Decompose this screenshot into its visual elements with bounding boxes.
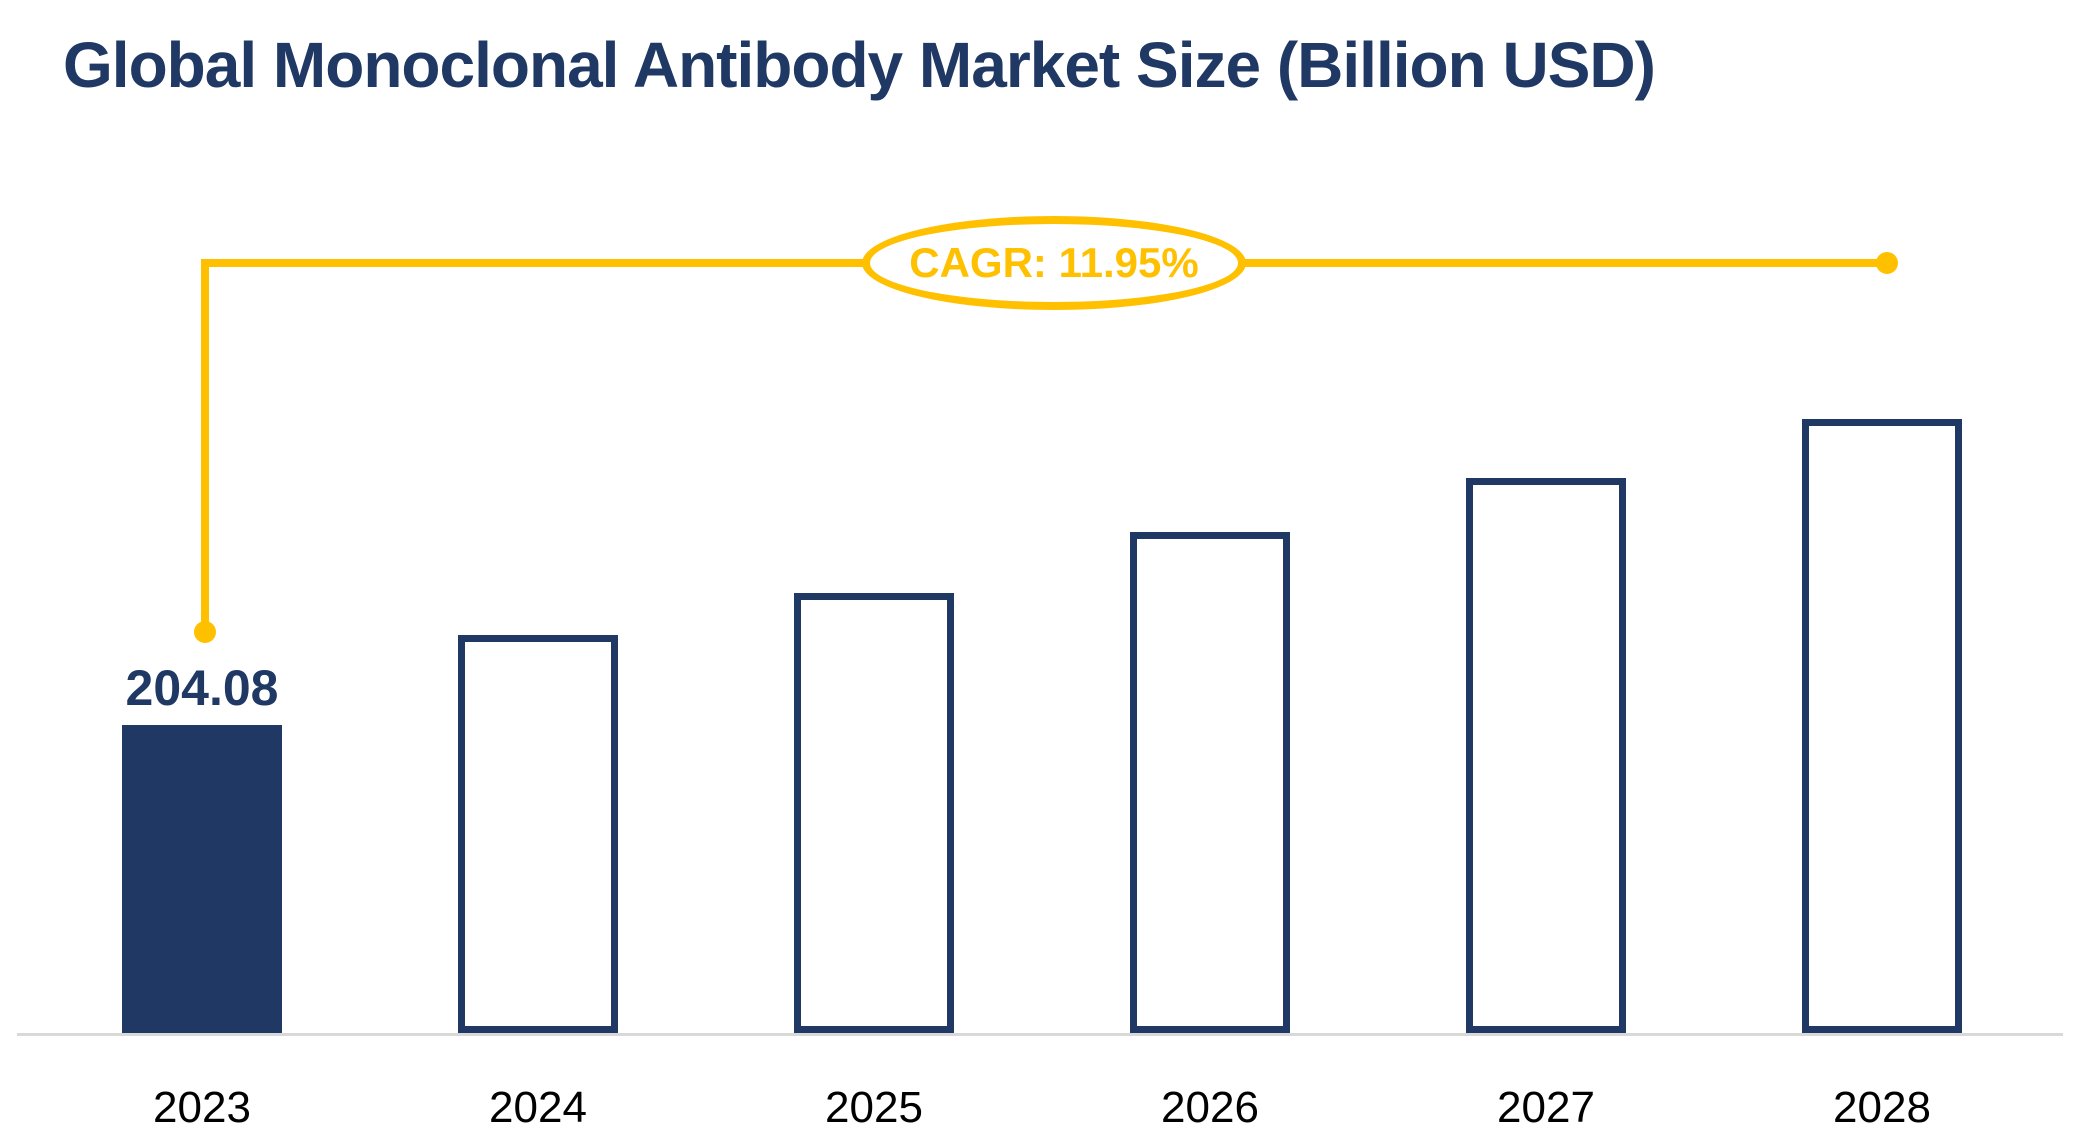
bar-2025 <box>794 593 954 1033</box>
bar-2026 <box>1130 532 1290 1033</box>
x-tick-label-2026: 2026 <box>1161 1083 1259 1132</box>
x-tick-label-2027: 2027 <box>1497 1083 1595 1132</box>
x-tick-label-2024: 2024 <box>489 1083 587 1132</box>
bar-2028 <box>1802 419 1962 1033</box>
bar-group-2028: 2028 <box>1802 419 1962 1132</box>
cagr-label: CAGR: 11.95% <box>909 239 1199 286</box>
chart-title: Global Monoclonal Antibody Market Size (… <box>63 29 1656 101</box>
bar-group-2024: 2024 <box>458 635 618 1132</box>
bar-group-2027: 2027 <box>1466 478 1626 1132</box>
callout-start-dot-icon <box>194 621 216 643</box>
callout-end-dot-icon <box>1876 252 1898 274</box>
x-tick-label-2025: 2025 <box>825 1083 923 1132</box>
bar-group-2023: 204.08 2023 <box>122 659 282 1132</box>
x-tick-label-2023: 2023 <box>153 1083 251 1132</box>
bar-2024 <box>458 635 618 1033</box>
bar-group-2026: 2026 <box>1130 532 1290 1132</box>
cagr-connector-line-vertical <box>201 259 209 632</box>
bar-2023 <box>122 725 282 1033</box>
x-tick-label-2028: 2028 <box>1833 1083 1931 1132</box>
bar-2027 <box>1466 478 1626 1033</box>
cagr-badge: CAGR: 11.95% <box>862 216 1246 310</box>
x-axis-line <box>17 1033 2063 1036</box>
bar-value-label-2023: 204.08 <box>125 660 279 716</box>
bar-group-2025: 2025 <box>794 593 954 1132</box>
